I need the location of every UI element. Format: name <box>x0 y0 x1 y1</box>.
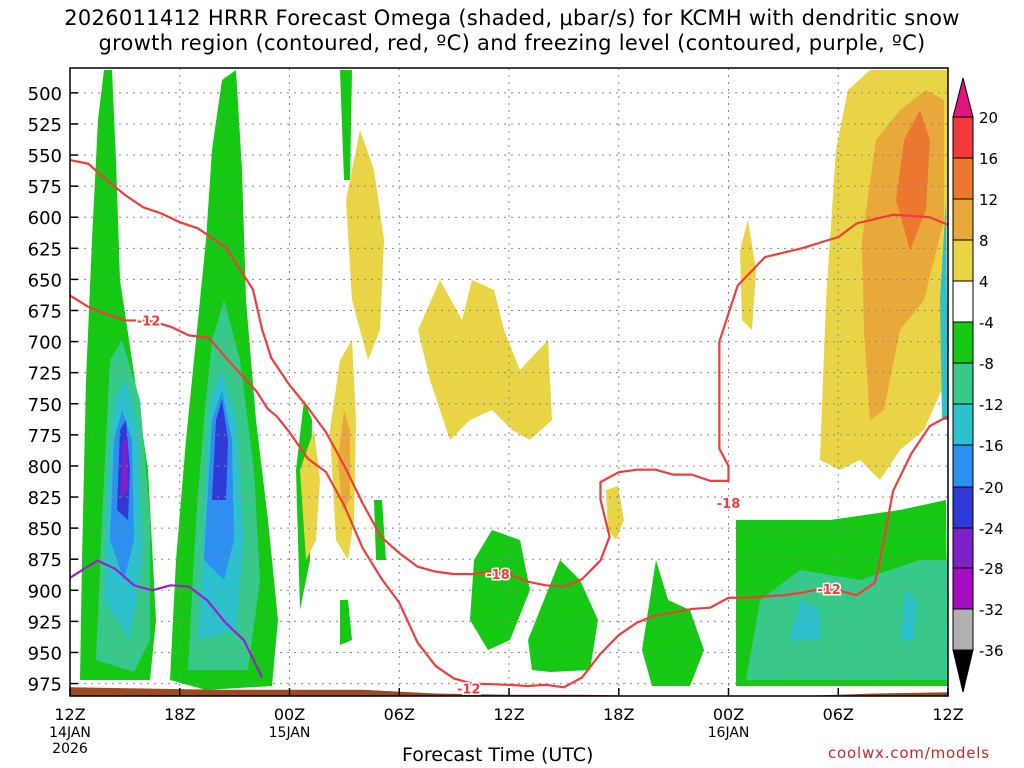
omega-region-13 <box>340 600 352 645</box>
omega-region-5 <box>120 440 128 500</box>
credit-link[interactable]: coolwx.com/models <box>828 744 990 762</box>
colorbar-label-0: 20 <box>979 109 998 127</box>
contour-lines <box>70 158 948 689</box>
y-tick-label-600: 600 <box>28 208 62 229</box>
omega-region-17 <box>338 410 350 510</box>
x-tick-label-36: 00Z <box>713 705 744 724</box>
x-axis-title: Forecast Time (UTC) <box>402 744 594 766</box>
chart-title-line1: 2026011412 HRRR Forecast Omega (shaded, … <box>64 6 960 30</box>
omega-region-21 <box>470 530 530 650</box>
omega-region-26 <box>790 600 820 640</box>
omega-region-10 <box>212 400 228 500</box>
colorbar-label-3: 8 <box>979 232 989 250</box>
y-tick-label-675: 675 <box>28 301 62 322</box>
colorbar-label-1: 16 <box>979 150 998 168</box>
colorbar-bin-5 <box>952 280 974 323</box>
y-tick-label-975: 975 <box>28 675 62 696</box>
omega-region-12 <box>340 70 352 180</box>
colorbar-label-12: -32 <box>979 601 1004 619</box>
omega-region-23 <box>642 560 704 686</box>
y-tick-label-700: 700 <box>28 333 62 354</box>
y-tick-label-550: 550 <box>28 146 62 167</box>
contour-2 <box>70 158 948 588</box>
y-tick-label-775: 775 <box>28 426 62 447</box>
colorbar-label-2: 12 <box>979 191 998 209</box>
x-date-label-12: 15JAN <box>269 725 311 741</box>
colorbar-label-11: -28 <box>979 560 1004 578</box>
y-tick-label-750: 750 <box>28 395 62 416</box>
chart-title: 2026011412 HRRR Forecast Omega (shaded, … <box>0 6 1024 56</box>
colorbar-bin-3 <box>952 198 974 241</box>
x-tick-label-12: 00Z <box>274 705 305 724</box>
colorbar-label-9: -20 <box>979 479 1004 497</box>
chart-title-line2: growth region (contoured, red, ºC) and f… <box>98 31 926 55</box>
x-date-label-0: 14JAN <box>49 725 91 741</box>
contour-labels: -12 -18 -12 -18 -12 <box>135 313 842 699</box>
omega-region-32 <box>940 200 948 420</box>
y-tick-label-525: 525 <box>28 115 62 136</box>
y-tick-label-500: 500 <box>28 84 62 105</box>
x-tick-label-30: 18Z <box>603 705 634 724</box>
y-tick-label-950: 950 <box>28 643 62 664</box>
y-tick-label-825: 825 <box>28 488 62 509</box>
colorbar-label-13: -36 <box>979 642 1004 660</box>
colorbar-label-5: -4 <box>979 314 994 332</box>
x-tick-label-6: 18Z <box>164 705 195 724</box>
colorbar-bin-4 <box>952 239 974 282</box>
colorbar-label-7: -12 <box>979 396 1004 414</box>
y-tick-label-800: 800 <box>28 457 62 478</box>
colorbar-bin-13 <box>952 608 974 651</box>
x-tick-label-42: 06Z <box>823 705 854 724</box>
colorbar-bin-1 <box>952 116 974 159</box>
contour-3 <box>70 559 264 678</box>
y-tick-label-900: 900 <box>28 581 62 602</box>
contour-1 <box>873 415 948 584</box>
colorbar-bin-11 <box>952 527 974 569</box>
y-tick-label-875: 875 <box>28 550 62 571</box>
omega-region-14 <box>374 500 386 560</box>
omega-region-18 <box>346 130 384 360</box>
omega-region-19 <box>418 280 552 440</box>
colorbar-bin-0 <box>952 77 974 118</box>
contour-label-0: -12 <box>137 314 161 329</box>
colorbar-bin-14 <box>952 649 974 693</box>
y-tick-label-725: 725 <box>28 364 62 385</box>
contour-label-3: -18 <box>717 497 741 512</box>
omega-shading <box>80 70 948 690</box>
colorbar-bin-10 <box>952 486 974 529</box>
y-tick-label-850: 850 <box>28 519 62 540</box>
contour-label-1: -18 <box>486 568 510 583</box>
x-year-label-0: 2026 <box>52 741 88 757</box>
colorbar-label-6: -8 <box>979 355 994 373</box>
colorbar-bin-12 <box>952 567 974 610</box>
x-tick-label-0: 12Z <box>54 705 85 724</box>
colorbar-bin-9 <box>952 444 974 488</box>
omega-region-22 <box>528 560 598 672</box>
x-tick-label-18: 06Z <box>384 705 415 724</box>
contour-label-2: -12 <box>457 683 481 698</box>
omega-region-27 <box>900 590 916 640</box>
x-tick-label-24: 12Z <box>493 705 524 724</box>
colorbar: 20 16 12 8 4 -4 -8 -12 -16 -20 -24 -28 -32 -36 <box>952 77 1004 693</box>
colorbar-bin-8 <box>952 403 974 446</box>
x-date-label-36: 16JAN <box>708 725 750 741</box>
colorbar-bin-7 <box>952 362 974 405</box>
y-axis: 500 525 550 575 600 625 650 675 700 725 750 775 800 8… <box>28 84 78 696</box>
colorbar-label-8: -16 <box>979 437 1004 455</box>
y-tick-label-650: 650 <box>28 270 62 291</box>
contour-0 <box>70 294 876 689</box>
y-tick-label-625: 625 <box>28 239 62 260</box>
colorbar-label-4: 4 <box>979 273 989 291</box>
y-tick-label-925: 925 <box>28 612 62 633</box>
colorbar-bin-2 <box>952 157 974 200</box>
contour-label-4: -12 <box>817 583 841 598</box>
x-tick-label-48: 12Z <box>932 705 963 724</box>
colorbar-bin-6 <box>952 321 974 364</box>
y-tick-label-575: 575 <box>28 177 62 198</box>
omega-region-20 <box>606 486 624 540</box>
colorbar-label-10: -24 <box>979 520 1004 538</box>
